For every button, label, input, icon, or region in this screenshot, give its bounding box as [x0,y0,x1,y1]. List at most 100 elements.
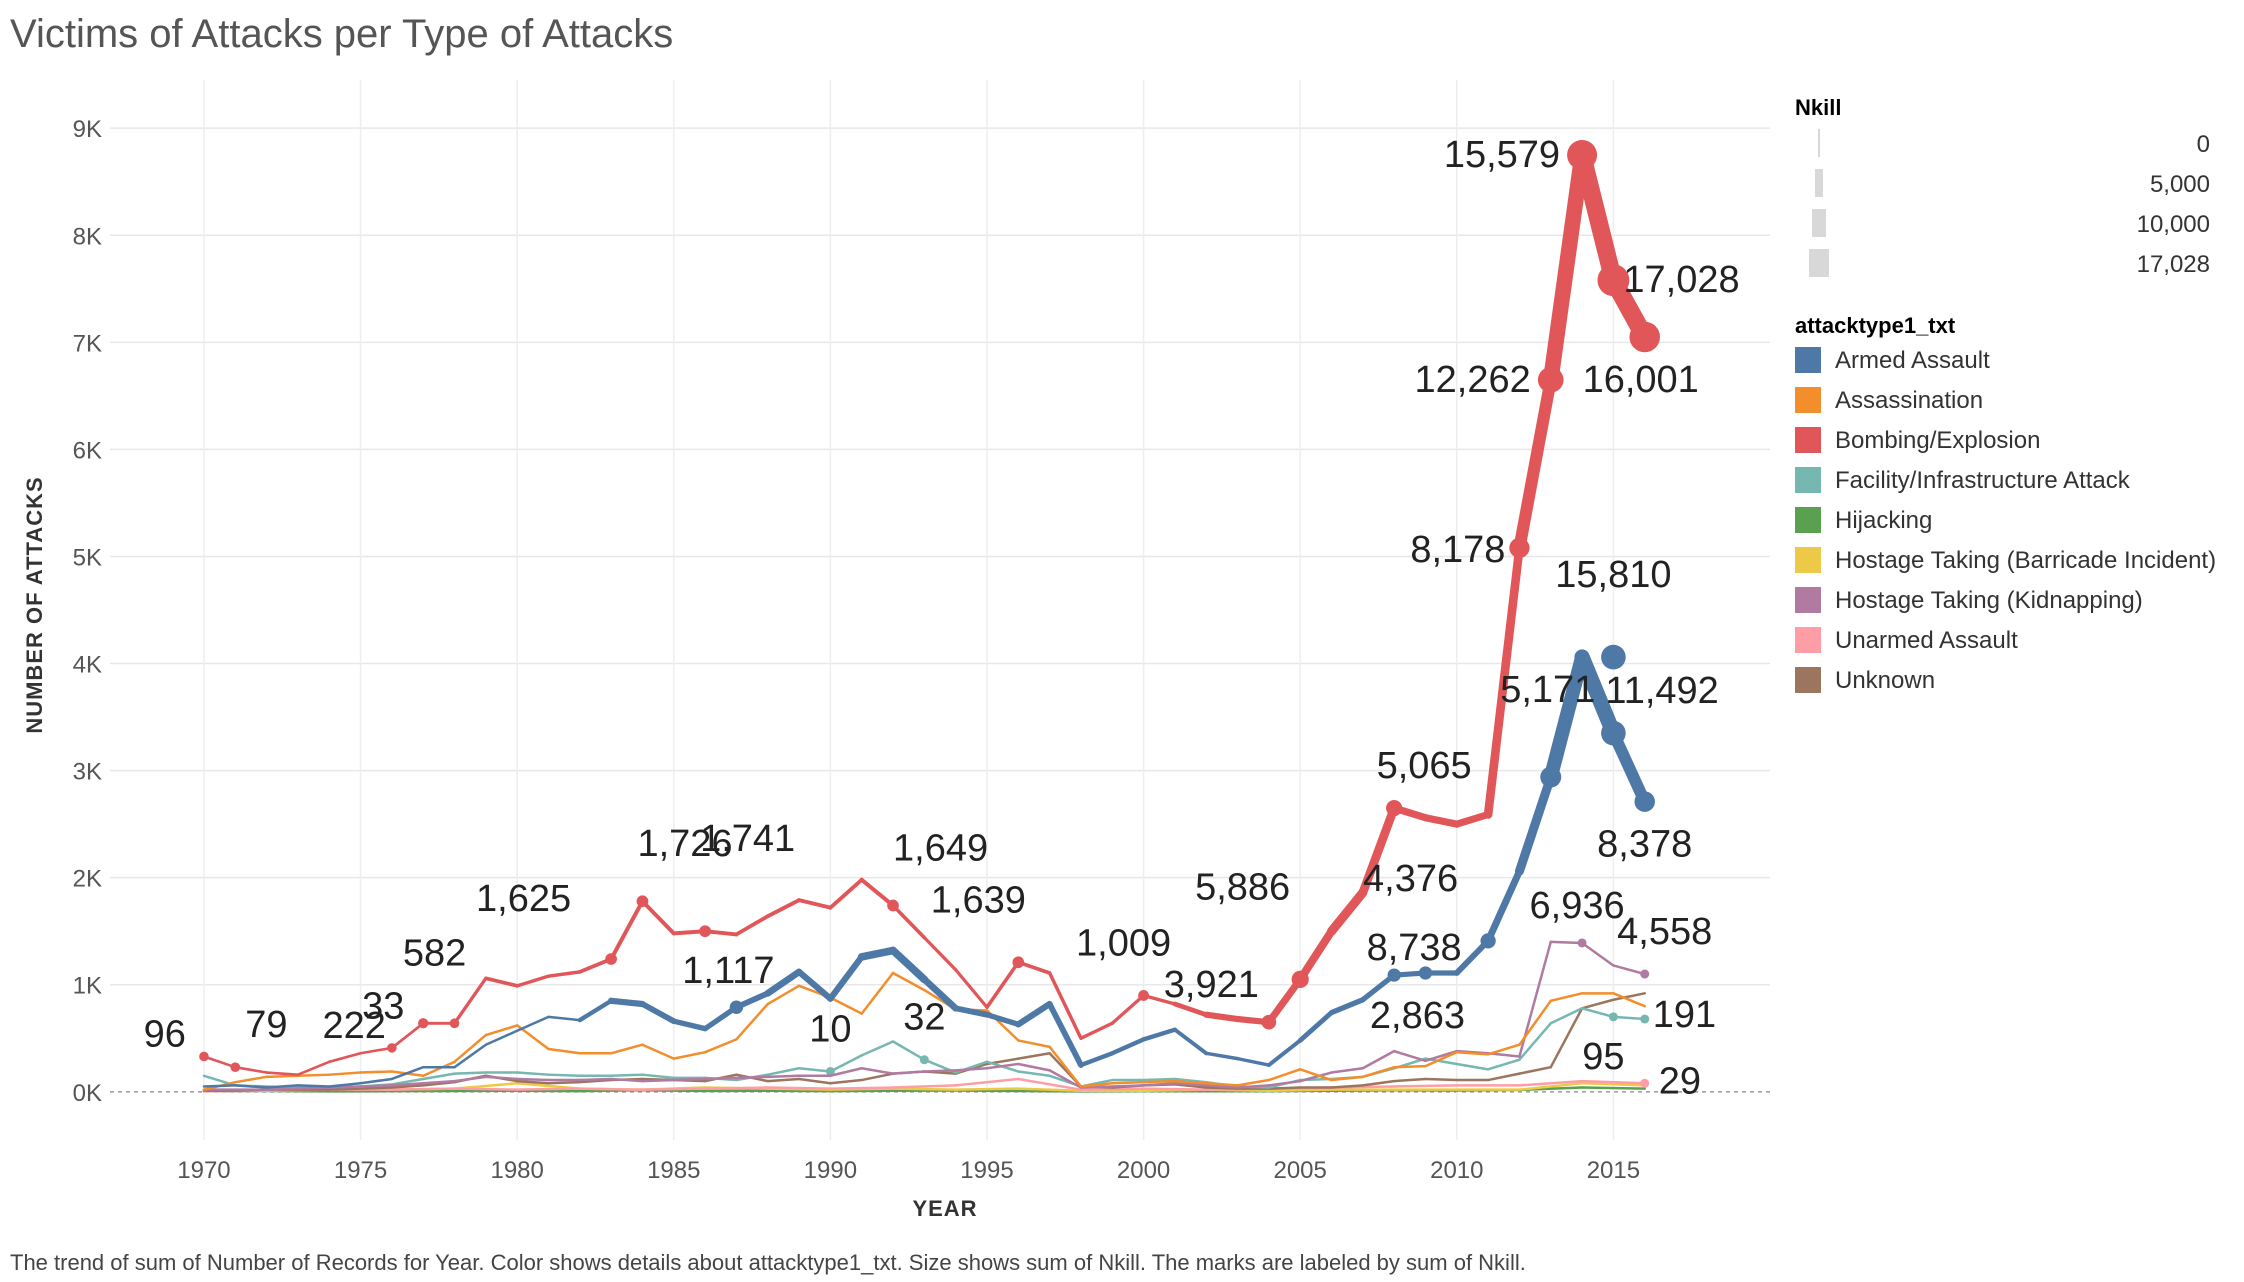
series-segment [797,898,833,910]
data-point[interactable] [1634,791,1655,812]
data-point[interactable] [636,895,649,908]
series-segment [1265,975,1304,1026]
series-segment [1017,1077,1083,1091]
series-segment [1455,1050,1490,1056]
data-point[interactable] [1509,537,1530,559]
data-point[interactable] [1261,1014,1277,1030]
series-segment [1296,927,1336,984]
mark-label: 5,065 [1377,745,1472,787]
data-point[interactable] [1601,644,1626,670]
mark-label: 12,262 [1415,359,1531,401]
data-point[interactable] [1640,969,1650,979]
mark-label: 1,741 [700,818,795,860]
series-segment [703,1086,769,1090]
data-point[interactable] [887,899,899,912]
series-segment [1173,1082,1208,1087]
y-tick-label: 5K [73,544,102,571]
series-segment [641,1073,676,1080]
mark-label: 15,810 [1555,554,1671,596]
legend-item[interactable]: Unknown [1795,667,1935,694]
data-point[interactable] [1537,366,1564,393]
data-point[interactable] [1291,970,1309,989]
series-segment [359,1077,394,1085]
data-point[interactable] [449,1018,460,1029]
data-point[interactable] [230,1062,241,1072]
legend-item[interactable]: Armed Assault [1795,347,1990,374]
series-segment [1549,992,1584,1003]
series-segment [1110,1037,1146,1056]
data-point[interactable] [699,925,711,938]
series-segment [1392,1084,1459,1088]
series-lines[interactable] [199,139,1660,1093]
mark-label: 11,492 [1605,670,1718,712]
data-point[interactable] [1640,1078,1650,1088]
data-point[interactable] [199,1051,209,1062]
series-segment [1204,1051,1240,1061]
data-point[interactable] [1540,766,1562,788]
data-point[interactable] [1640,1014,1650,1024]
data-point[interactable] [1577,938,1587,948]
series-assassination[interactable] [202,971,1646,1091]
data-point[interactable] [1567,139,1598,170]
series-segment [1549,940,1584,945]
data-point[interactable] [1597,264,1630,297]
series-segment [1424,1049,1459,1063]
legend-item[interactable]: Unarmed Assault [1795,627,2018,654]
legend-item[interactable]: Hijacking [1795,507,1932,534]
data-point[interactable] [1012,956,1025,969]
data-point[interactable] [919,1055,929,1065]
data-point[interactable] [729,1000,744,1014]
series-segment [764,968,803,997]
data-point[interactable] [1629,321,1660,353]
series-segment [421,1072,456,1081]
data-point[interactable] [1480,933,1496,949]
series-segment [641,1043,676,1060]
legend-item[interactable]: Hostage Taking (Barricade Incident) [1795,547,2216,574]
x-tick-label: 2015 [1587,1157,1640,1184]
series-armed-assault[interactable] [202,644,1655,1089]
data-point[interactable] [1138,990,1149,1001]
series-hostage-taking-kidnapping-[interactable] [202,938,1650,1091]
series-bombing-explosion[interactable] [199,139,1660,1077]
data-point[interactable] [1601,720,1626,746]
series-segment [859,877,896,908]
data-point[interactable] [1608,1012,1618,1022]
series-segment [1453,810,1492,828]
data-point[interactable] [418,1018,429,1029]
legend-item[interactable]: Hostage Taking (Kidnapping) [1795,587,2143,614]
data-point[interactable] [1387,968,1401,982]
legend[interactable]: Nkill 0 5,000 10,000 17,028 attacktype1_txt Ar… [1795,95,2216,694]
series-segment [546,970,582,978]
series-segment [857,946,897,961]
series-segment [1111,1080,1145,1085]
series-segment [891,1084,957,1089]
series-segment [421,1060,456,1078]
series-segment [296,1084,331,1088]
legend-swatch [1795,667,1821,693]
series-segment [1542,147,1590,388]
series-segment [766,984,801,1006]
series-segment [452,976,488,1025]
grid-lines [110,80,1770,1140]
series-segment [390,1077,425,1086]
size-legend-swatch [1815,169,1823,197]
mark-label: 95 [1582,1036,1624,1078]
data-point[interactable] [605,953,617,965]
series-segment [515,1087,582,1091]
legend-item[interactable]: Bombing/Explosion [1795,427,2040,454]
legend-item[interactable]: Assassination [1795,387,1983,414]
series-segment [1424,1050,1459,1068]
series-segment [547,1015,582,1022]
series-segment [1513,373,1557,554]
data-point[interactable] [825,1066,835,1076]
x-tick-label: 1970 [177,1157,230,1184]
series-segment [1580,1079,1646,1085]
legend-swatch [1795,387,1821,413]
data-point[interactable] [1386,799,1403,817]
series-segment [234,1084,268,1089]
data-point[interactable] [1418,966,1433,980]
mark-label: 1,009 [1076,922,1171,964]
legend-item[interactable]: Facility/Infrastructure Attack [1795,467,2131,494]
data-point[interactable] [387,1043,397,1053]
